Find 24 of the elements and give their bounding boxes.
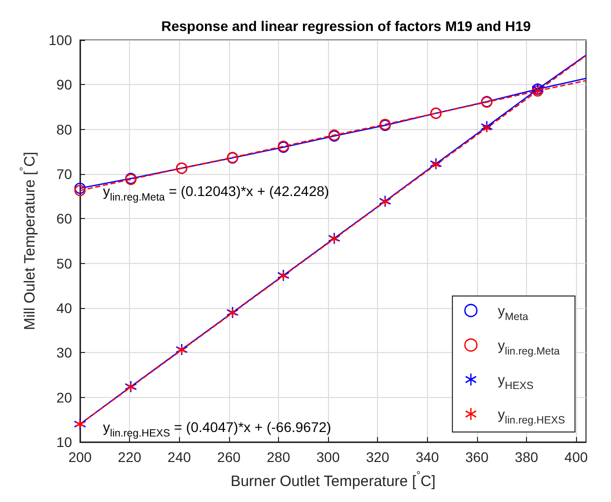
x-tick-label: 300 [316, 449, 340, 465]
y-tick-label: 90 [56, 76, 72, 93]
x-tick-label: 280 [266, 449, 290, 465]
x-tick-label: 340 [416, 449, 440, 465]
y-tick-label: 40 [56, 300, 72, 316]
y-tick-label: 70 [56, 166, 72, 182]
y-tick-label: 100 [48, 32, 72, 48]
y-tick-label: 20 [56, 389, 72, 406]
x-tick-label: 380 [514, 449, 538, 465]
y-tick-label: 50 [56, 255, 72, 272]
x-tick-label: 320 [366, 449, 390, 465]
y-tick-label: 10 [56, 434, 72, 450]
chart-title: Response and linear regression of factors M19 and H19 [161, 18, 531, 34]
x-tick-label: 220 [118, 449, 142, 465]
y-axis-title: Mill Oulet Temperature [°C] [18, 152, 39, 330]
x-tick-label: 240 [168, 449, 192, 465]
y-tick-label: 60 [56, 210, 72, 227]
y-tick-label: 30 [56, 344, 72, 361]
y-tick-label: 80 [56, 121, 72, 138]
x-tick-label: 400 [564, 449, 588, 465]
x-tick-label: 360 [465, 449, 489, 465]
x-axis-title: Burner Outlet Temperature [°C] [230, 470, 436, 490]
x-tick-label: 260 [217, 449, 241, 465]
x-tick-label: 200 [68, 449, 92, 465]
